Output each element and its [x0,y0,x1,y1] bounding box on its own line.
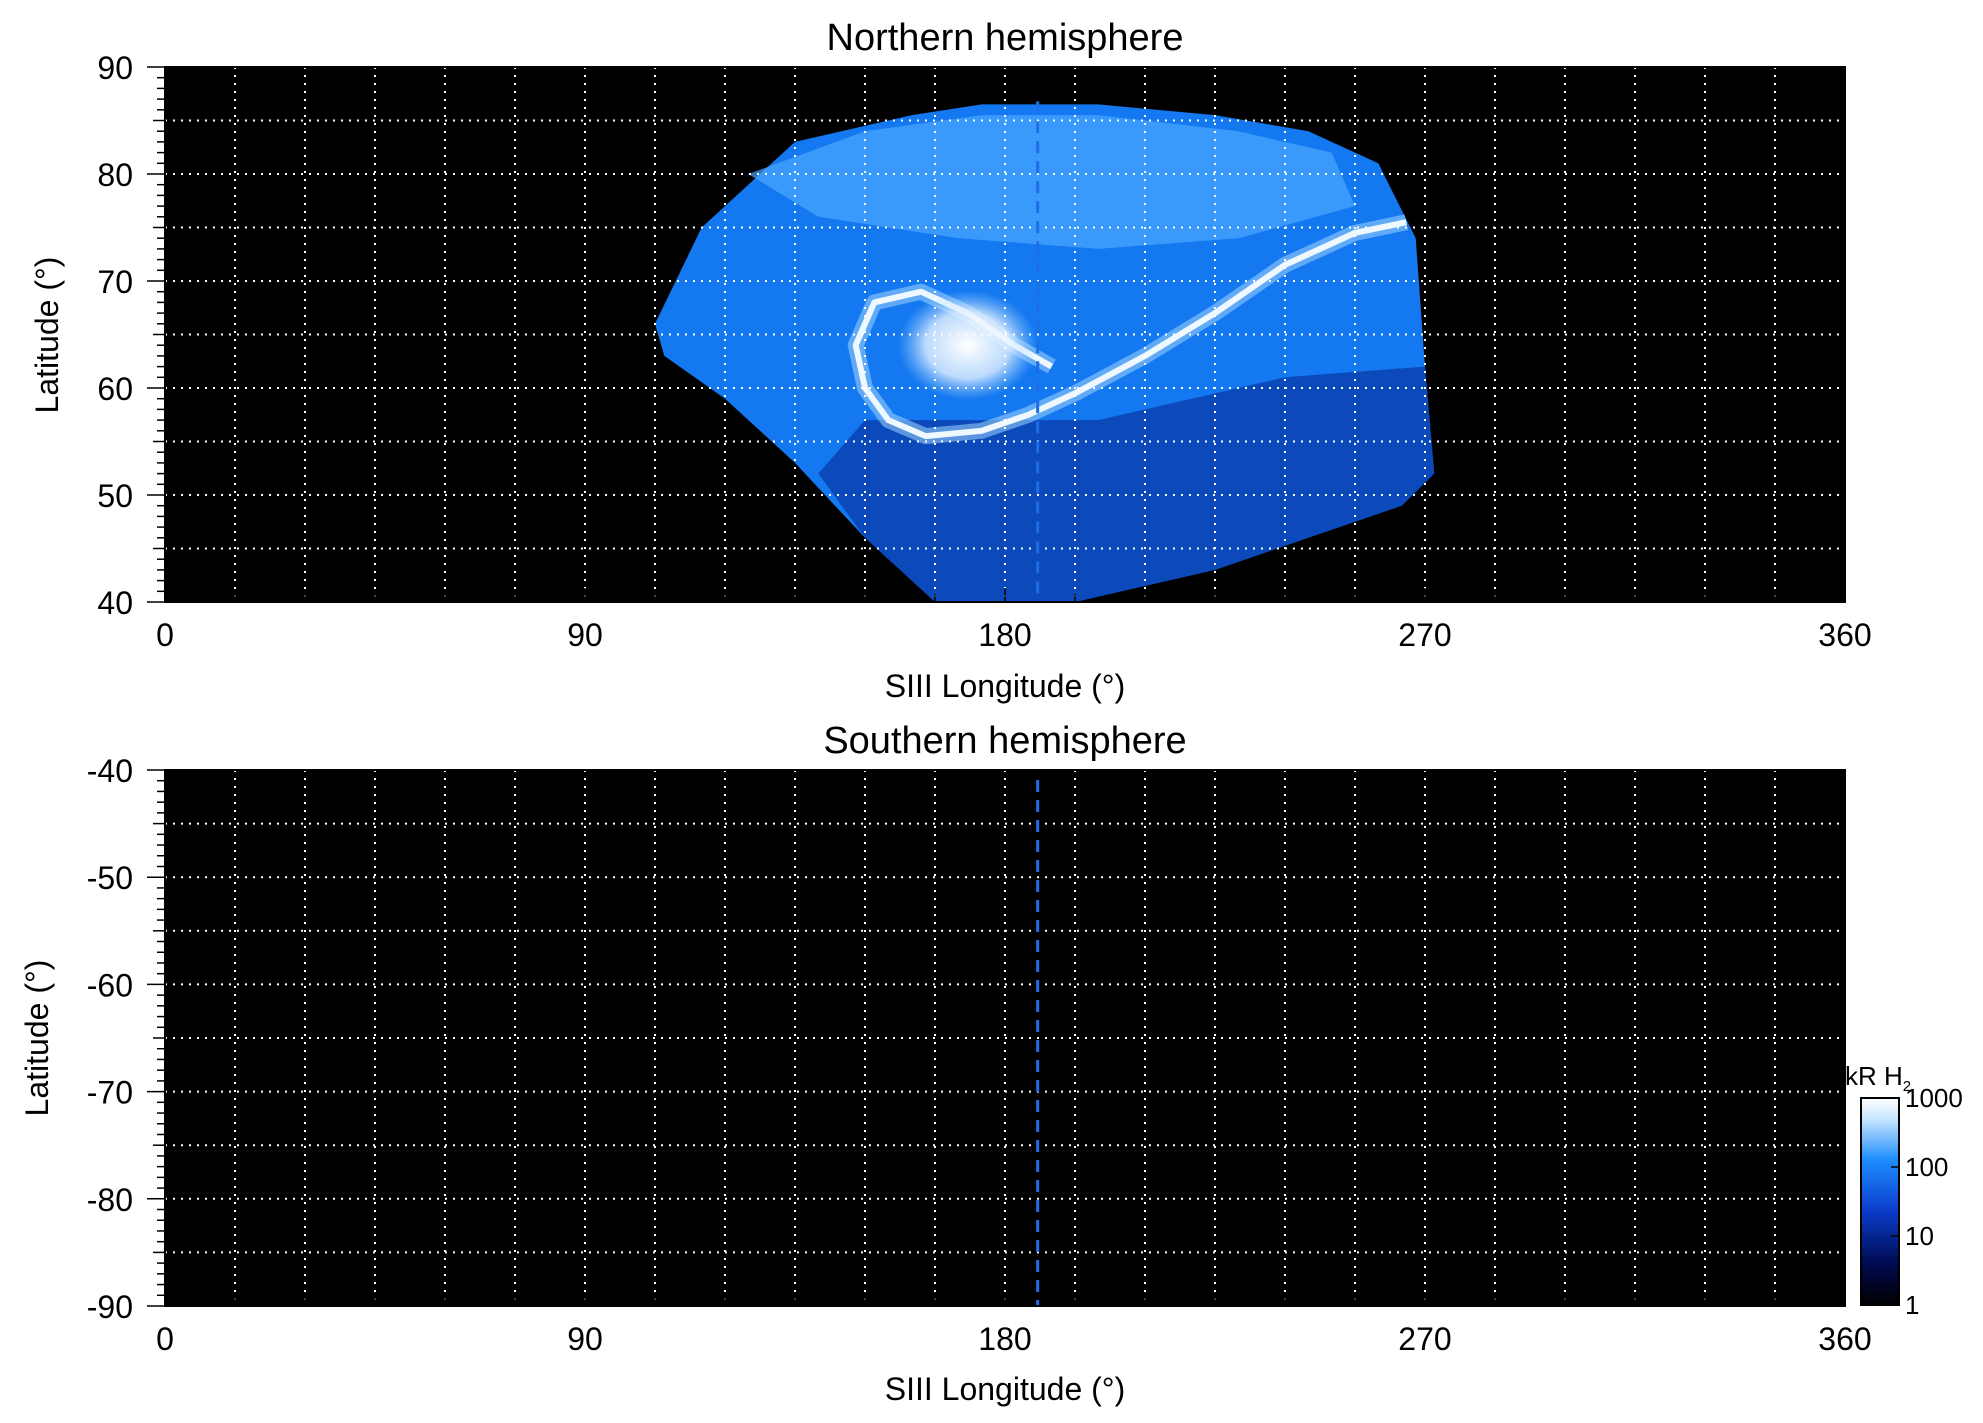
colorbar-tick-label: 10 [1905,1221,1934,1251]
x-tick-label: 180 [978,1321,1031,1357]
axis-ticks [147,66,1846,603]
y-tick-label: -80 [87,1182,133,1218]
y-tick-label: 80 [97,157,133,193]
x-axis-label: SIII Longitude (°) [885,668,1125,704]
y-tick-label: -50 [87,860,133,896]
y-tick-label: -40 [87,753,133,789]
y-axis-label: Latitude (°) [29,257,65,414]
y-tick-label: 60 [97,371,133,407]
x-tick-label: 90 [567,1321,603,1357]
colorbar-tick-label: 1 [1905,1290,1919,1320]
x-axis-label: SIII Longitude (°) [885,1371,1125,1407]
y-tick-label: 50 [97,478,133,514]
y-tick-label: 40 [97,585,133,621]
y-tick-label: 70 [97,264,133,300]
grid-lines [165,67,1845,602]
colorbar: kR H2 1000 100 10 1 [1845,1061,1963,1320]
grid-lines [165,770,1845,1306]
southern-hemisphere-panel: Southern hemisphere 0 90 180 270 360 -40 -50 -… [19,720,1872,1407]
bright-emission-zone [748,115,1355,249]
y-tick-label: -90 [87,1289,133,1325]
x-tick-label: 360 [1818,617,1871,653]
colorbar-title: kR H2 [1845,1061,1911,1095]
emission-region [655,104,1435,602]
northern-hemisphere-panel: Northern hemisphere 0 90 180 270 360 90 80 70 6… [29,17,1872,704]
y-axis-label: Latitude (°) [19,960,55,1117]
y-tick-label: -70 [87,1075,133,1111]
panel-title: Southern hemisphere [823,720,1186,762]
x-tick-label: 270 [1398,617,1451,653]
colorbar-tick-label: 1000 [1905,1083,1963,1113]
x-tick-label: 270 [1398,1321,1451,1357]
panel-title: Northern hemisphere [827,17,1184,59]
axis-ticks [147,769,1846,1307]
x-tick-label: 180 [978,617,1031,653]
x-tick-label: 90 [567,617,603,653]
x-tick-label: 0 [156,617,174,653]
x-tick-label: 0 [156,1321,174,1357]
colorbar-tick-label: 100 [1905,1152,1948,1182]
bright-spot [897,290,1038,401]
colorbar-gradient [1860,1097,1900,1306]
y-tick-label: -60 [87,967,133,1003]
x-tick-label: 360 [1818,1321,1871,1357]
y-tick-label: 90 [97,50,133,86]
